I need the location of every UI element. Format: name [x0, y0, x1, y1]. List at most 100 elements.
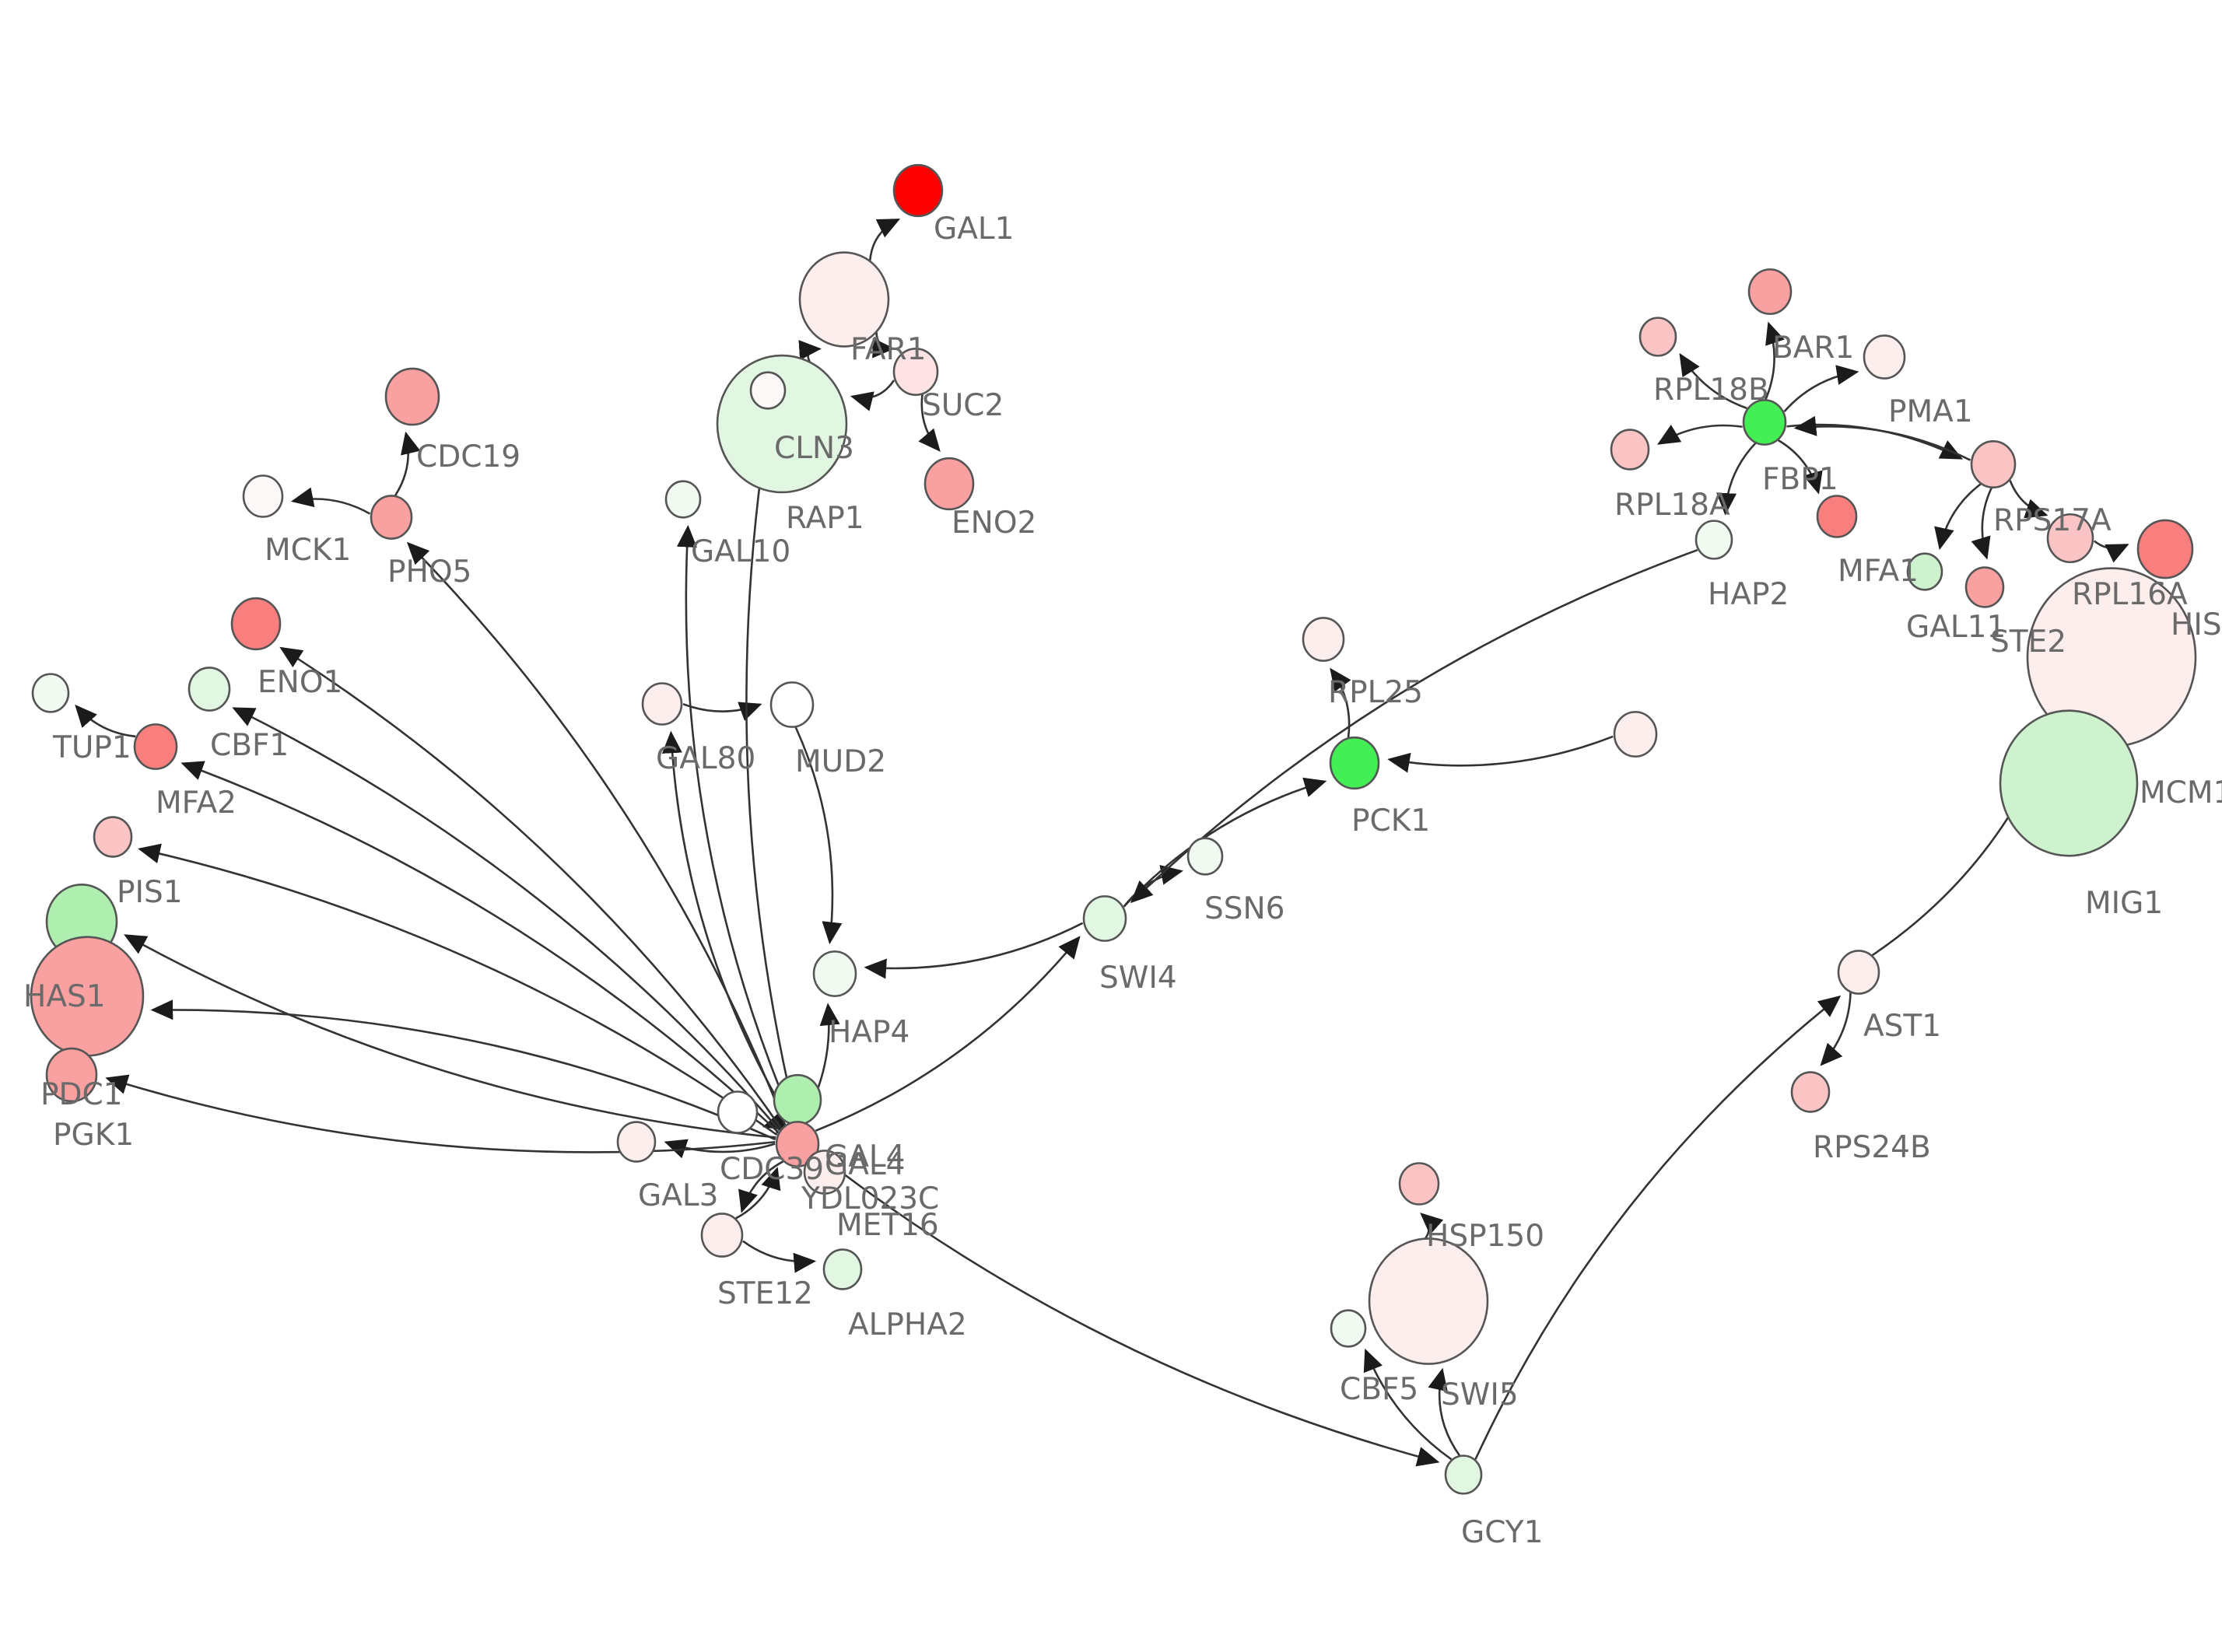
graph-node[interactable] — [2046, 513, 2094, 564]
graph-node[interactable] — [1368, 1237, 1489, 1365]
graph-node[interactable] — [1695, 520, 1733, 560]
graph-node[interactable] — [1837, 950, 1880, 995]
graph-node[interactable] — [1330, 1309, 1367, 1348]
graph-node[interactable] — [45, 1047, 98, 1103]
edge — [872, 331, 895, 359]
edge — [279, 646, 783, 1129]
graph-node[interactable] — [1906, 552, 1943, 591]
edge — [1765, 321, 1785, 401]
edge — [232, 707, 781, 1132]
edge — [794, 726, 843, 945]
edge — [180, 761, 780, 1133]
graph-node[interactable] — [370, 495, 413, 540]
graph-node[interactable] — [616, 1121, 657, 1163]
edge — [1783, 365, 1859, 412]
edge — [1363, 1348, 1453, 1461]
graph-node[interactable] — [242, 474, 284, 518]
graph-node[interactable] — [31, 673, 70, 713]
edge — [290, 487, 371, 515]
edge — [1679, 352, 1747, 410]
edge — [1330, 667, 1351, 739]
edge — [664, 1139, 776, 1159]
graph-node[interactable] — [1444, 1454, 1483, 1495]
graph-node[interactable] — [93, 816, 133, 858]
edge — [918, 394, 941, 452]
edge — [815, 936, 1081, 1132]
edge — [138, 843, 778, 1136]
graph-node[interactable] — [1638, 317, 1677, 357]
edge — [1474, 995, 1842, 1460]
graph-node[interactable] — [1398, 1162, 1440, 1206]
edge — [735, 1167, 781, 1220]
graph-node[interactable] — [775, 1121, 820, 1167]
edge — [738, 1160, 784, 1213]
graph-node[interactable] — [803, 1150, 846, 1195]
graph-node[interactable] — [1964, 566, 2005, 608]
edge — [394, 431, 421, 497]
graph-node[interactable] — [716, 354, 848, 494]
edge — [1716, 442, 1757, 516]
edge — [2093, 540, 2129, 563]
graph-node[interactable] — [822, 1248, 863, 1290]
edge — [105, 1074, 776, 1153]
edge — [682, 702, 762, 721]
graph-node[interactable] — [641, 682, 683, 726]
edge — [745, 416, 798, 1122]
graph-node[interactable] — [892, 163, 944, 218]
graph-node[interactable] — [133, 723, 178, 770]
edge — [1130, 548, 1698, 904]
edge — [817, 1153, 1440, 1467]
graph-node[interactable] — [2136, 519, 2194, 579]
edge — [1420, 1213, 1444, 1242]
graph-node[interactable] — [1186, 837, 1224, 876]
edge — [1793, 415, 1971, 461]
edge — [864, 922, 1084, 979]
edge — [1428, 1367, 1461, 1457]
graph-node[interactable] — [1816, 495, 1858, 538]
graph-node[interactable] — [664, 480, 702, 519]
graph-node[interactable] — [1999, 709, 2139, 857]
graph-node[interactable] — [717, 1090, 759, 1134]
graph-node[interactable] — [384, 367, 440, 426]
edge — [676, 524, 795, 1122]
edge — [1123, 777, 1327, 908]
graph-node[interactable] — [30, 936, 145, 1057]
edge — [150, 999, 776, 1141]
edge — [406, 541, 787, 1126]
edge — [1934, 483, 1982, 551]
edge — [850, 380, 895, 411]
graph-node[interactable] — [188, 667, 231, 712]
graph-node[interactable] — [700, 1213, 744, 1258]
graph-node[interactable] — [812, 950, 857, 997]
edge — [124, 934, 776, 1139]
graph-node[interactable] — [798, 251, 890, 348]
graph-node[interactable] — [230, 597, 282, 651]
graph-node[interactable] — [773, 1073, 822, 1126]
graph-node[interactable] — [1863, 334, 1906, 380]
graph-node[interactable] — [1329, 736, 1380, 790]
edge — [1657, 424, 1743, 445]
graph-node[interactable] — [1610, 429, 1650, 471]
graph-node[interactable] — [892, 348, 939, 396]
edge-layer — [75, 219, 2129, 1467]
edge — [868, 219, 901, 262]
edge — [1971, 487, 1993, 560]
graph-node[interactable] — [1742, 399, 1787, 446]
graph-node[interactable] — [1613, 711, 1658, 758]
edge — [1778, 439, 1823, 495]
graph-node[interactable] — [1970, 440, 2017, 488]
graph-node[interactable] — [1747, 268, 1793, 315]
graph-node[interactable] — [769, 681, 815, 728]
graph-node[interactable] — [1302, 617, 1345, 662]
node-layer — [30, 163, 2197, 1495]
edge — [75, 704, 136, 738]
edge — [742, 1240, 817, 1273]
graph-node[interactable] — [1790, 1071, 1831, 1113]
graph-node[interactable] — [923, 457, 975, 511]
graph-node[interactable] — [749, 371, 787, 410]
edge — [2009, 480, 2049, 519]
edge — [1820, 992, 1852, 1066]
graph-node[interactable] — [1082, 895, 1127, 942]
